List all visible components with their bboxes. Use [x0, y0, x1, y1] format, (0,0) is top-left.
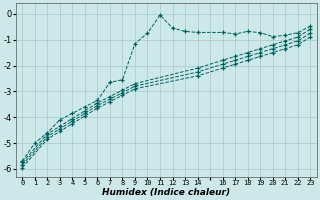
X-axis label: Humidex (Indice chaleur): Humidex (Indice chaleur)	[102, 188, 230, 197]
